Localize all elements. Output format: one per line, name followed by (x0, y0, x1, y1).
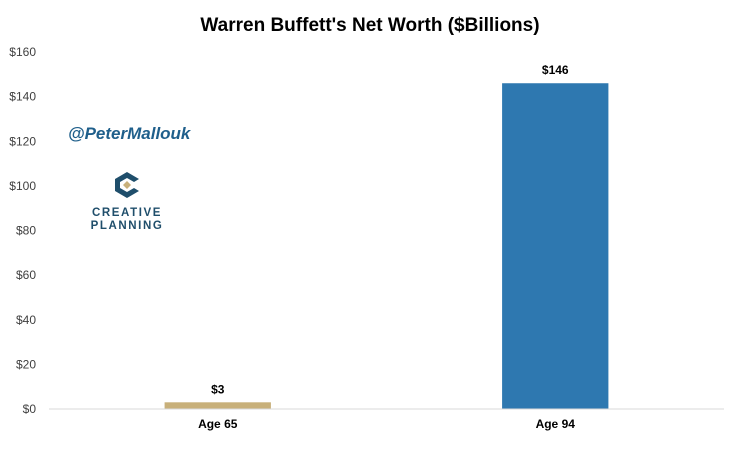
data-label: $146 (542, 63, 569, 77)
bar (164, 402, 271, 409)
logo-text-line-1: CREATIVE (91, 207, 163, 219)
y-axis: $0 $20 $40 $60 $80 $100 $120 $140 $160 (9, 45, 36, 416)
y-tick-label: $120 (9, 134, 36, 148)
chart-title: Warren Buffett's Net Worth ($Billions) (200, 15, 539, 36)
logo-text-line-2: PLANNING (90, 220, 164, 232)
y-tick-label: $0 (23, 402, 37, 416)
x-axis: Age 65 Age 94 (49, 408, 724, 431)
creative-planning-logo: CREATIVE PLANNING (82, 170, 172, 233)
y-tick-label: $40 (16, 313, 36, 327)
y-tick-label: $140 (9, 90, 36, 104)
y-tick-label: $60 (16, 268, 36, 282)
y-tick-label: $100 (9, 179, 36, 193)
logo-mark-icon (115, 172, 139, 198)
twitter-handle: @PeterMallouk (68, 124, 191, 143)
x-category-label: Age 65 (198, 417, 238, 431)
bars-group: $3 $146 (164, 63, 609, 410)
data-label: $3 (211, 382, 225, 396)
x-category-label: Age 94 (536, 417, 576, 431)
y-tick-label: $160 (9, 45, 36, 59)
y-tick-label: $20 (16, 357, 36, 371)
y-tick-label: $80 (16, 224, 36, 238)
bar (502, 83, 609, 410)
